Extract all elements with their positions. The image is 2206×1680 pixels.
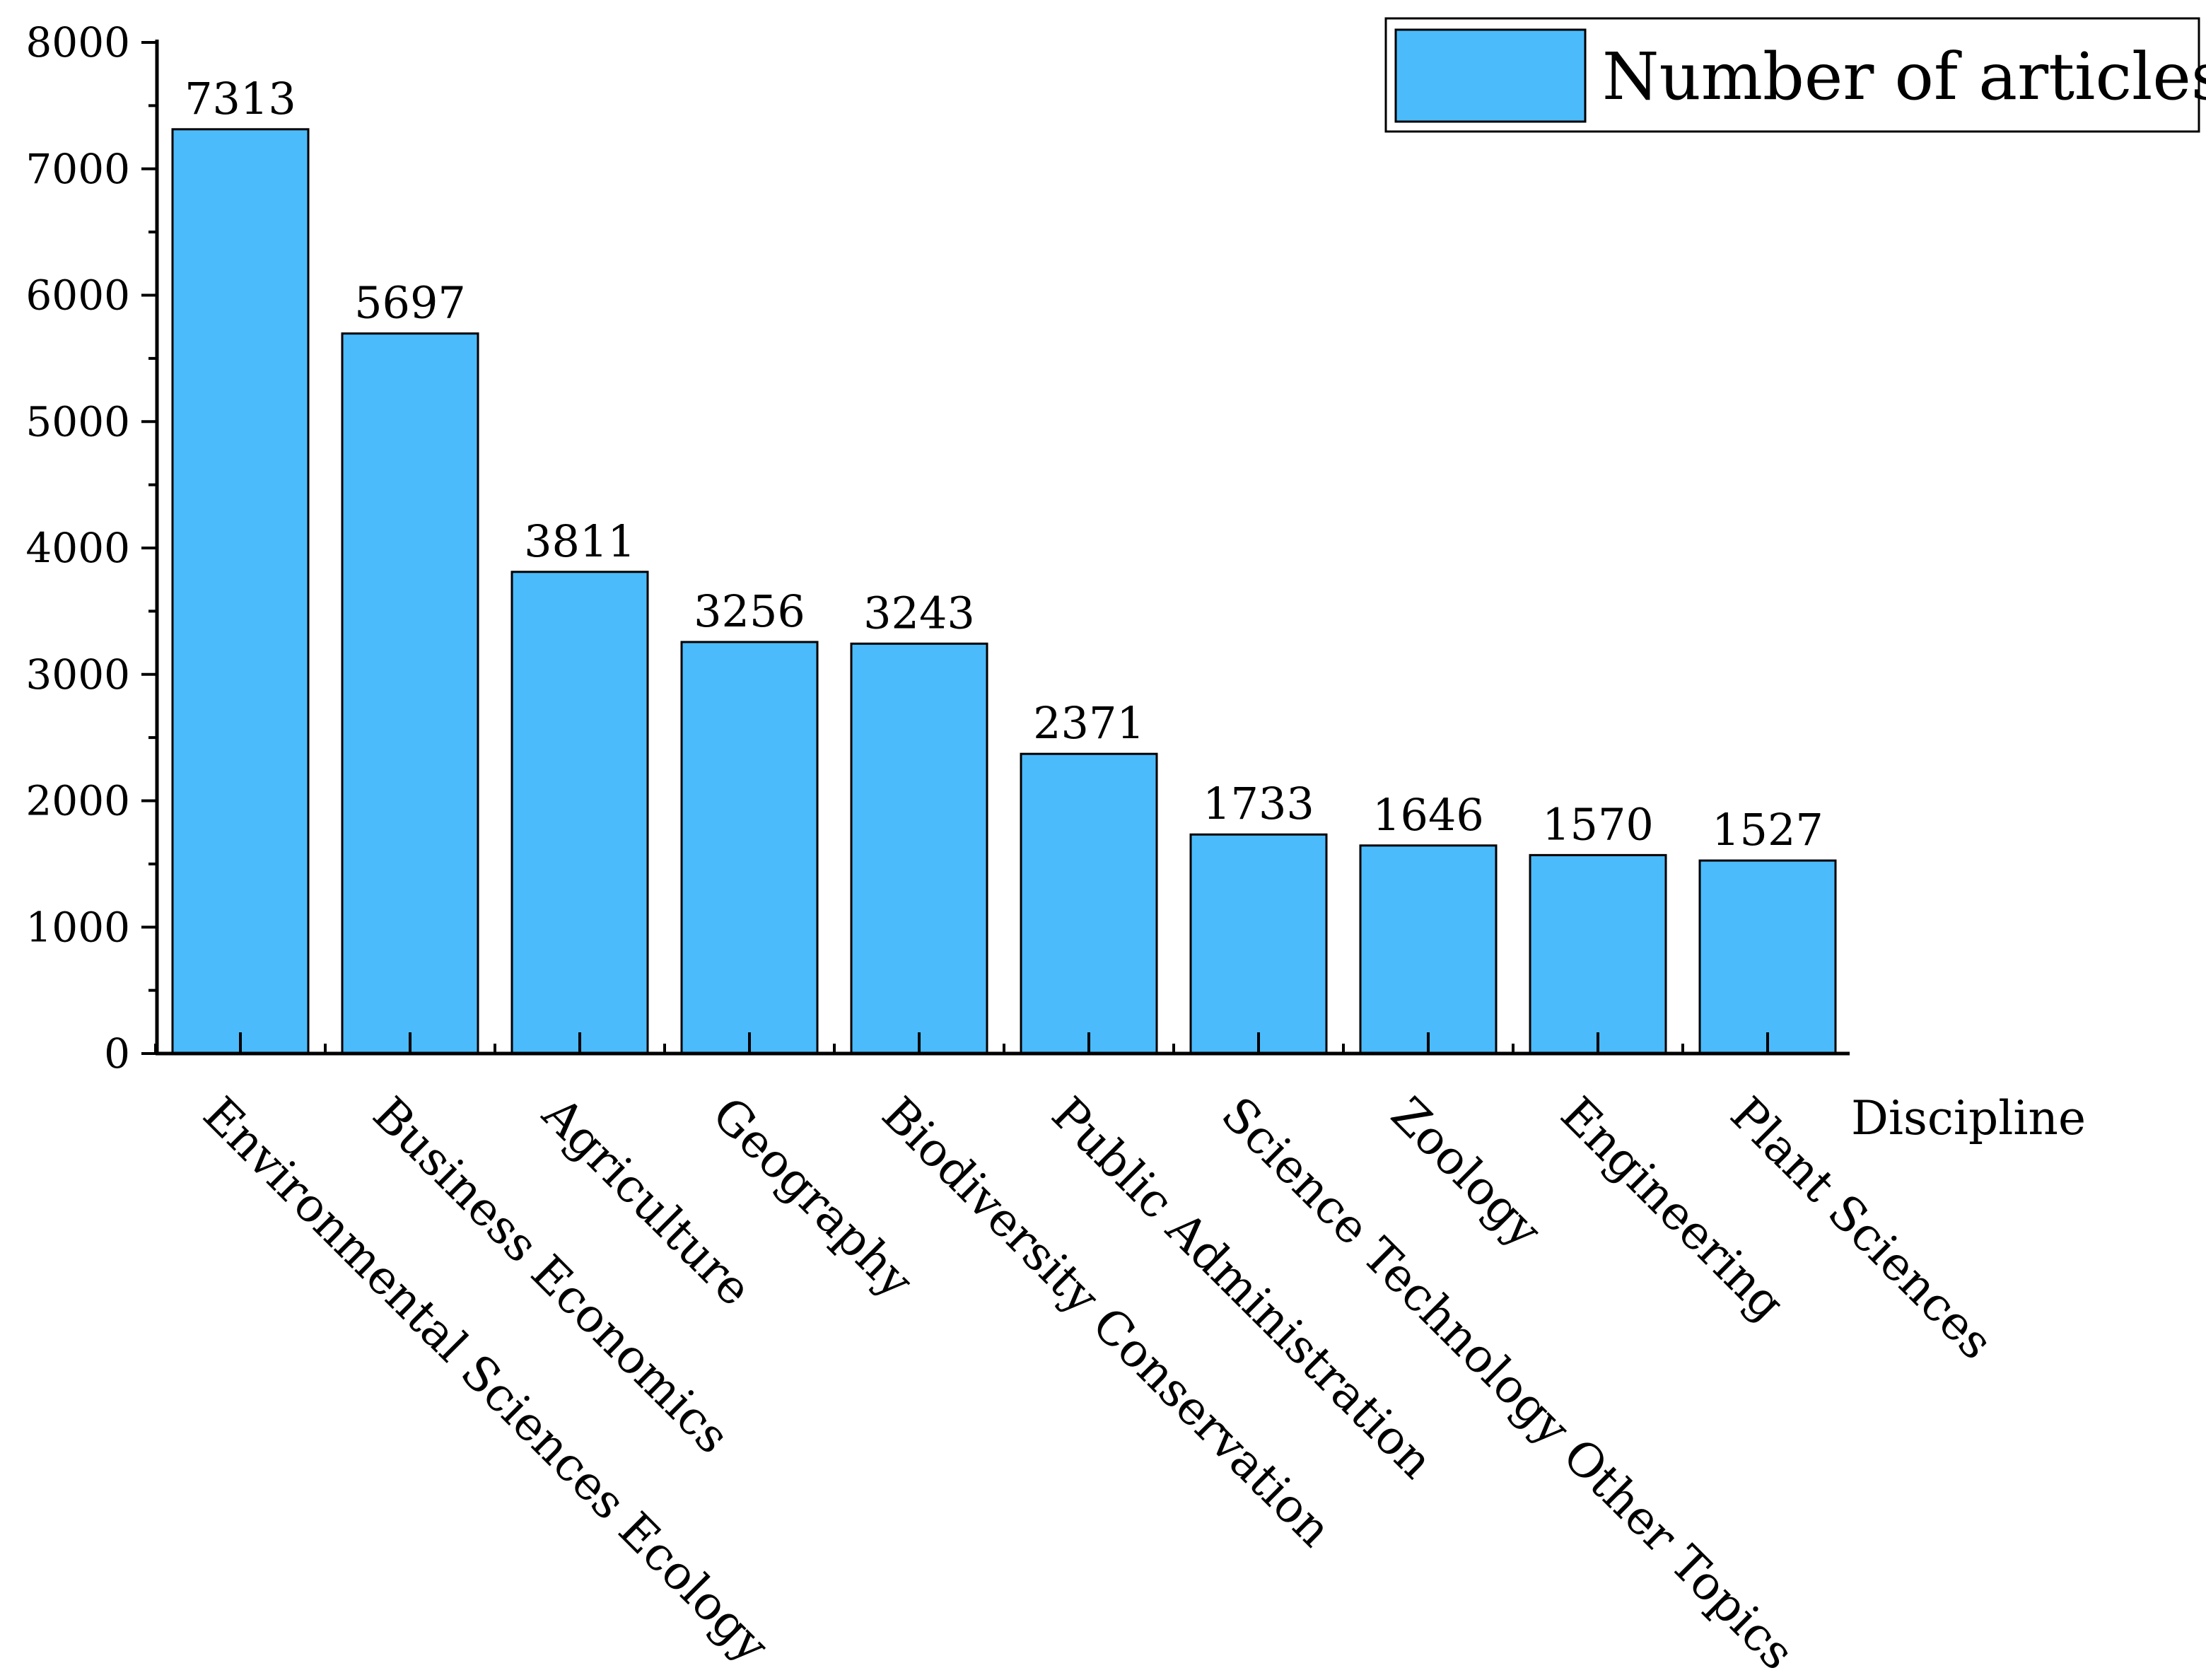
bar-value-label: 5697	[354, 277, 466, 329]
bar	[341, 332, 479, 1055]
y-tick-label: 0	[104, 1029, 130, 1078]
bar-value-label: 7313	[185, 73, 296, 124]
y-tick-label: 5000	[25, 397, 130, 445]
legend-swatch	[1394, 28, 1587, 123]
bar-value-label: 3811	[524, 515, 636, 567]
y-tick-label: 2000	[25, 777, 130, 825]
y-tick-label: 3000	[25, 651, 130, 699]
x-axis-title: Discipline	[1851, 1091, 2086, 1145]
y-tick-label: 1000	[25, 903, 130, 951]
bar	[1359, 844, 1498, 1055]
category-label: Zoology	[1381, 1087, 1553, 1259]
bar-value-label: 1733	[1203, 778, 1314, 829]
bar	[171, 128, 310, 1055]
bar	[1020, 752, 1158, 1055]
bar	[1698, 859, 1837, 1055]
bar-value-label: 1570	[1542, 798, 1654, 850]
bar-labels-group: 7313 5697 3811 3256 3243 2371 1733 1646 1570 1527	[185, 73, 1823, 856]
y-tick-label: 8000	[25, 18, 130, 66]
legend-label: Number of articles	[1602, 39, 2206, 115]
bar	[850, 642, 988, 1055]
bar-value-label: 2371	[1033, 697, 1145, 749]
bar-value-label: 3243	[863, 587, 975, 638]
y-tick-label: 7000	[25, 145, 130, 193]
bar	[1189, 833, 1328, 1055]
bars-group	[171, 128, 1837, 1055]
bar-value-label: 1646	[1372, 789, 1484, 841]
bar	[680, 641, 819, 1055]
bar-value-label: 1527	[1712, 804, 1823, 856]
legend: Number of articles	[1384, 17, 2206, 133]
y-tick-label: 4000	[25, 524, 130, 572]
bar-value-label: 3256	[694, 585, 805, 637]
bar	[1529, 853, 1667, 1055]
bar	[510, 571, 649, 1055]
axes-group: 0 1000 2000 3000 4000 5000 6000 7000 8000	[25, 18, 1850, 1078]
y-tick-label: 6000	[25, 272, 130, 320]
